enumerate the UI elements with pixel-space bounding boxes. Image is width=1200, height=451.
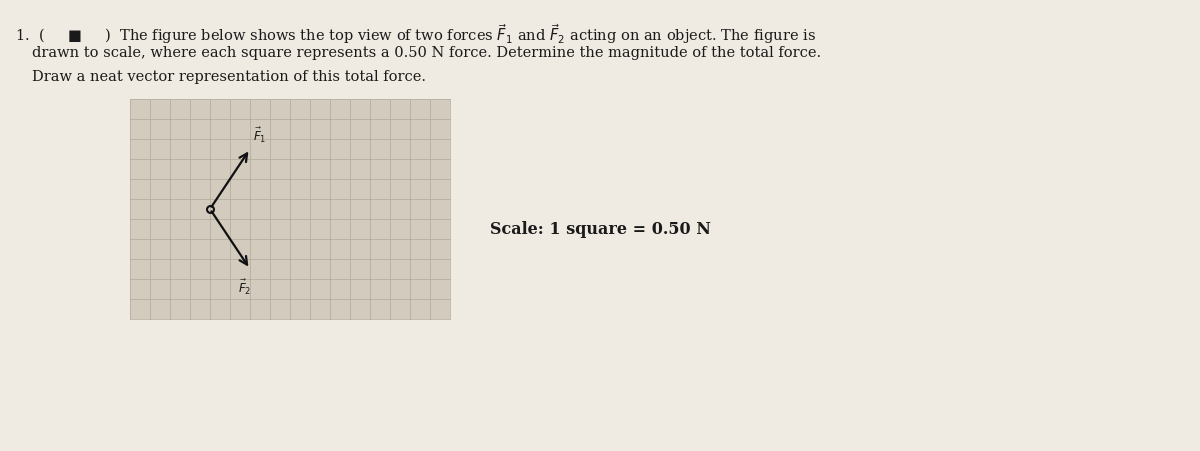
Bar: [130, 100, 450, 319]
Text: Draw a neat vector representation of this total force.: Draw a neat vector representation of thi…: [32, 70, 426, 84]
Text: Scale: 1 square = 0.50 N: Scale: 1 square = 0.50 N: [490, 221, 710, 238]
Text: $\vec{F}_1$: $\vec{F}_1$: [253, 126, 266, 145]
Text: drawn to scale, where each square represents a 0.50 N force. Determine the magni: drawn to scale, where each square repres…: [32, 46, 821, 60]
Text: 1.  (     $\blacksquare$     )  The figure below shows the top view of two force: 1. ( $\blacksquare$ ) The figure below s…: [14, 22, 816, 46]
Text: $\vec{F}_2$: $\vec{F}_2$: [239, 277, 252, 296]
